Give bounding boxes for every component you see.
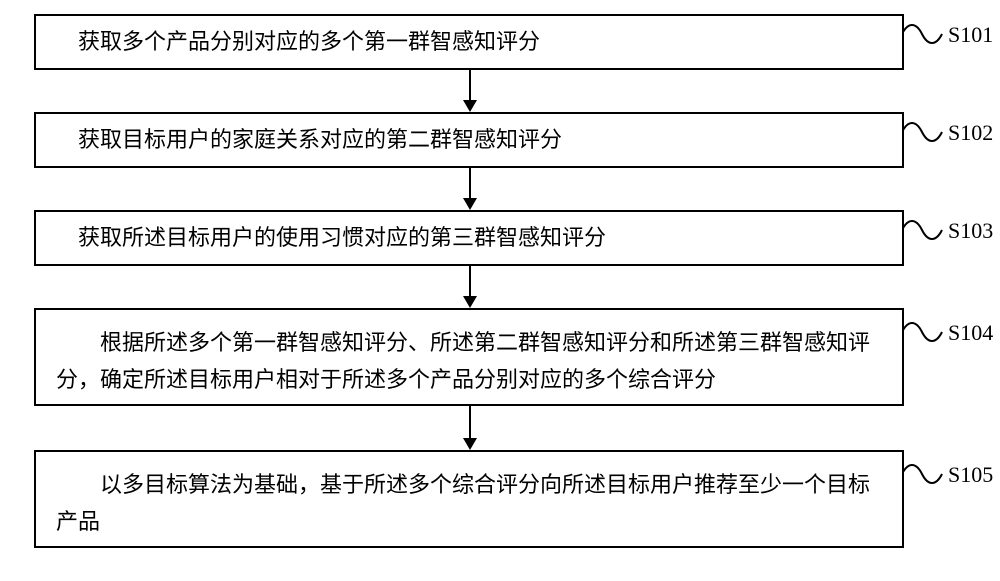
step-label-s105: S105 xyxy=(948,462,993,488)
step-text: 获取多个产品分别对应的多个第一群智感知评分 xyxy=(78,23,540,60)
step-label-s103: S103 xyxy=(948,218,993,244)
arrow-line xyxy=(469,406,471,438)
step-label-s101: S101 xyxy=(948,22,993,48)
arrow-line xyxy=(469,168,471,198)
flowchart-canvas: 获取多个产品分别对应的多个第一群智感知评分 S101 获取目标用户的家庭关系对应的第… xyxy=(0,0,1000,581)
step-box-s105: 以多目标算法为基础，基于所述多个综合评分向所述目标用户推荐至少一个目标产品 xyxy=(34,450,904,548)
arrow-line xyxy=(469,70,471,100)
step-text: 获取目标用户的家庭关系对应的第二群智感知评分 xyxy=(78,121,562,158)
step-text: 获取所述目标用户的使用习惯对应的第三群智感知评分 xyxy=(78,219,606,256)
step-box-s104: 根据所述多个第一群智感知评分、所述第二群智感知评分和所述第三群智感知评分，确定所… xyxy=(34,308,904,406)
step-text: 根据所述多个第一群智感知评分、所述第二群智感知评分和所述第三群智感知评分，确定所… xyxy=(56,324,882,399)
step-box-s102: 获取目标用户的家庭关系对应的第二群智感知评分 xyxy=(34,112,904,168)
connector-wave xyxy=(902,20,946,48)
arrow-line xyxy=(469,266,471,296)
step-box-s103: 获取所述目标用户的使用习惯对应的第三群智感知评分 xyxy=(34,210,904,266)
connector-wave xyxy=(902,216,946,244)
arrow-head-icon xyxy=(463,296,477,308)
connector-wave xyxy=(902,318,946,346)
arrow-head-icon xyxy=(463,198,477,210)
arrow-head-icon xyxy=(463,438,477,450)
step-label-s102: S102 xyxy=(948,120,993,146)
step-label-s104: S104 xyxy=(948,320,993,346)
connector-wave xyxy=(902,118,946,146)
step-box-s101: 获取多个产品分别对应的多个第一群智感知评分 xyxy=(34,14,904,70)
arrow-head-icon xyxy=(463,100,477,112)
connector-wave xyxy=(902,460,946,488)
step-text: 以多目标算法为基础，基于所述多个综合评分向所述目标用户推荐至少一个目标产品 xyxy=(56,466,882,541)
